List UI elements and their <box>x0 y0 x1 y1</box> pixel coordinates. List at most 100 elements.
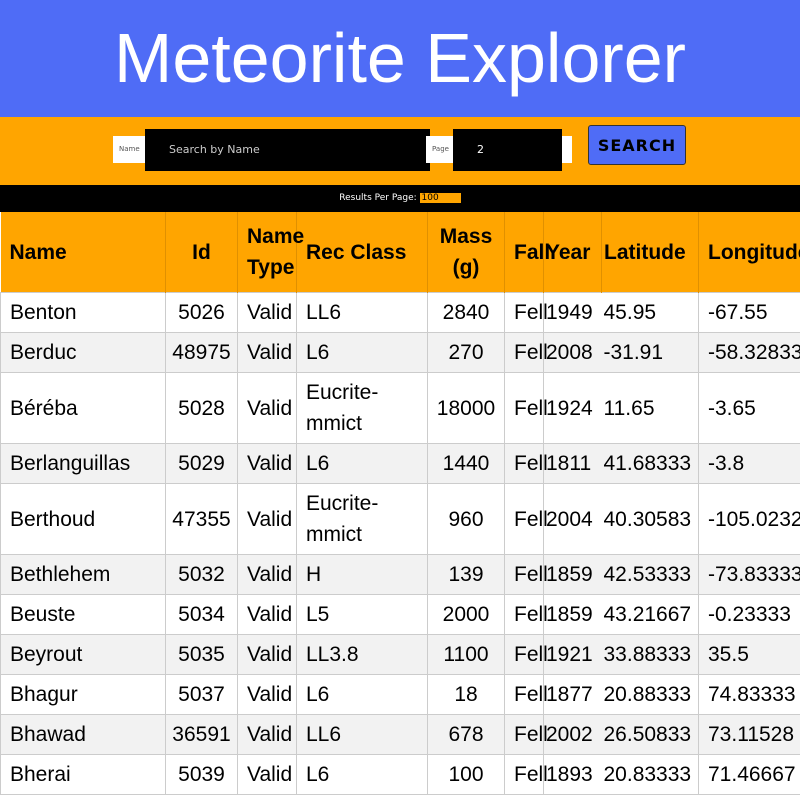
table-cell: 11.65 <box>601 372 699 444</box>
table-cell: Valid <box>237 483 297 555</box>
table-cell: L6 <box>296 332 428 373</box>
table-cell: 71.46667 <box>698 754 800 795</box>
table-cell: 45.95 <box>601 292 699 333</box>
table-cell: Valid <box>237 372 297 444</box>
table-cell: Valid <box>237 754 297 795</box>
table-cell: 5032 <box>165 554 238 595</box>
table-cell: Berlanguillas <box>0 443 166 484</box>
table-row: Beuste 5034 Valid L5 2000 Fell 1859 43.21667 -0.… <box>0 594 800 635</box>
table-cell: Valid <box>237 554 297 595</box>
table-cell: 2002 <box>543 714 602 755</box>
per-page-input[interactable]: 100 <box>419 193 461 203</box>
column-header: Id <box>165 212 238 293</box>
table-row: Berlanguillas 5029 Valid L6 1440 Fell 1811 41.6… <box>0 443 800 484</box>
table-row: Berthoud 47355 Valid Eucrite-mmict 960 Fell 20… <box>0 483 800 555</box>
table-cell: Fell <box>504 292 548 333</box>
table-cell: 73.11528 <box>698 714 800 755</box>
table-cell: Fell <box>504 332 548 373</box>
column-header: Latitude <box>601 212 699 293</box>
table-cell: -3.65 <box>698 372 800 444</box>
table-cell: LL6 <box>296 292 428 333</box>
table-cell: 36591 <box>165 714 238 755</box>
table-cell: Fell <box>504 483 548 555</box>
table-cell: 960 <box>427 483 505 555</box>
table-cell: -31.91 <box>601 332 699 373</box>
table-cell: LL6 <box>296 714 428 755</box>
table-cell: Eucrite-mmict <box>296 372 428 444</box>
table-cell: 678 <box>427 714 505 755</box>
table-cell: 1949 <box>543 292 602 333</box>
table-cell: Fell <box>504 554 548 595</box>
table-cell: Beyrout <box>0 634 166 675</box>
table-cell: 2004 <box>543 483 602 555</box>
table-cell: -105.02325 <box>698 483 800 555</box>
table-row: Béréba 5028 Valid Eucrite-mmict 18000 Fell 192… <box>0 372 800 444</box>
table-cell: 41.68333 <box>601 443 699 484</box>
table-cell: Fell <box>504 754 548 795</box>
name-input[interactable]: Search by Name <box>145 129 430 171</box>
table-cell: Bhagur <box>0 674 166 715</box>
table-cell: -0.23333 <box>698 594 800 635</box>
column-header: Mass (g) <box>427 212 505 293</box>
page-input[interactable]: 2 <box>453 129 562 171</box>
table-cell: LL3.8 <box>296 634 428 675</box>
table-cell: Valid <box>237 674 297 715</box>
table-cell: 5039 <box>165 754 238 795</box>
table-cell: 1100 <box>427 634 505 675</box>
table-cell: Fell <box>504 594 548 635</box>
table-cell: 43.21667 <box>601 594 699 635</box>
table-cell: Bherai <box>0 754 166 795</box>
table-cell: Fell <box>504 372 548 444</box>
table-cell: -3.8 <box>698 443 800 484</box>
table-cell: 20.83333 <box>601 754 699 795</box>
table-row: Bhawad 36591 Valid LL6 678 Fell 2002 26.50833 73… <box>0 714 800 755</box>
table-cell: L5 <box>296 594 428 635</box>
table-cell: 1924 <box>543 372 602 444</box>
table-cell: Fell <box>504 714 548 755</box>
table-cell: 5034 <box>165 594 238 635</box>
search-bar: Name Search by Name Page 2 SEARCH <box>0 117 800 185</box>
table-cell: 5037 <box>165 674 238 715</box>
table-cell: 5028 <box>165 372 238 444</box>
per-page-bar: Results Per Page: 100 <box>0 185 800 212</box>
table-cell: Valid <box>237 332 297 373</box>
table-cell: 74.83333 <box>698 674 800 715</box>
table-cell: 42.53333 <box>601 554 699 595</box>
column-header: Rec Class <box>296 212 428 293</box>
table-cell: Valid <box>237 634 297 675</box>
table-cell: 2008 <box>543 332 602 373</box>
table-cell: H <box>296 554 428 595</box>
table-cell: Eucrite-mmict <box>296 483 428 555</box>
column-header: Longitude <box>698 212 800 293</box>
table-row: Bhagur 5037 Valid L6 18 Fell 1877 20.88333 74.83… <box>0 674 800 715</box>
column-header: Year <box>543 212 602 293</box>
table-cell: 100 <box>427 754 505 795</box>
table-cell: Béréba <box>0 372 166 444</box>
table-cell: -58.32833 <box>698 332 800 373</box>
search-button[interactable]: SEARCH <box>588 125 686 165</box>
table-cell: Fell <box>504 443 548 484</box>
column-header: Name Type <box>237 212 304 293</box>
table-cell: L6 <box>296 443 428 484</box>
table-cell: -73.83333 <box>698 554 800 595</box>
table-cell: 20.88333 <box>601 674 699 715</box>
title: Meteorite Explorer <box>0 0 800 117</box>
column-header: Name <box>0 212 166 293</box>
table-cell: 18 <box>427 674 505 715</box>
table-cell: 139 <box>427 554 505 595</box>
table-cell: Berthoud <box>0 483 166 555</box>
table-cell: Fell <box>504 634 548 675</box>
table-cell: 5029 <box>165 443 238 484</box>
table-cell: Benton <box>0 292 166 333</box>
table-cell: 47355 <box>165 483 238 555</box>
results-table: Name Id Name Type Rec Class Mass (g) Fall Year… <box>0 212 800 795</box>
per-page-label: Results Per Page: <box>339 193 417 203</box>
table-cell: Bhawad <box>0 714 166 755</box>
table-cell: 5026 <box>165 292 238 333</box>
table-cell: 5035 <box>165 634 238 675</box>
table-cell: -67.55 <box>698 292 800 333</box>
table-cell: 1859 <box>543 554 602 595</box>
table-cell: Valid <box>237 443 297 484</box>
table-cell: Berduc <box>0 332 166 373</box>
